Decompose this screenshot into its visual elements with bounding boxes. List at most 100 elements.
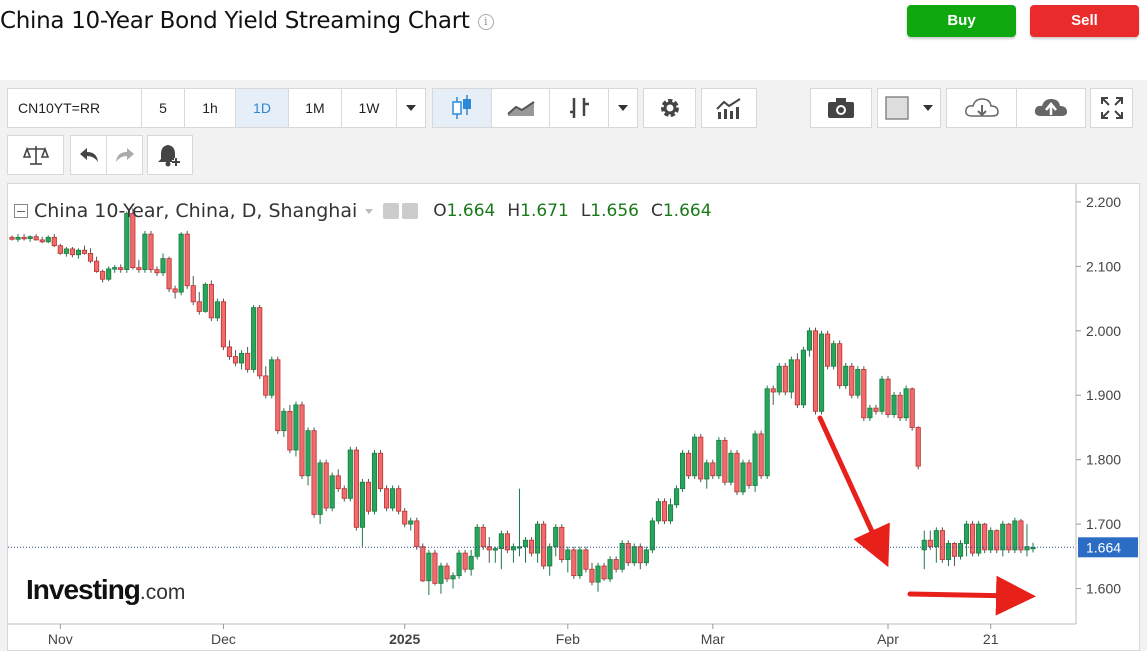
candle-body: [849, 365, 855, 396]
x-tick-label: Mar: [701, 631, 725, 647]
candle: [643, 546, 649, 566]
info-icon[interactable]: i: [477, 14, 494, 30]
color-button[interactable]: [877, 88, 941, 128]
scale-icon: [22, 146, 49, 165]
price-chart[interactable]: 1.664 2.200 2.100 2.000 1.900 1.800 1.700 1.60…: [8, 184, 1139, 650]
candle: [583, 546, 589, 573]
candle-body: [486, 546, 492, 551]
candle: [837, 340, 843, 389]
indicators-button[interactable]: [701, 88, 757, 128]
chart-type-dropdown[interactable]: [608, 88, 638, 128]
candle-body: [214, 301, 220, 319]
chevron-down-icon: [923, 105, 933, 111]
candle-body: [885, 378, 891, 415]
candle-body: [655, 501, 662, 522]
candle-body: [420, 546, 426, 582]
candle-body: [69, 248, 75, 256]
candle: [408, 517, 414, 531]
candle: [106, 266, 112, 282]
interval-1m[interactable]: 1M: [288, 88, 342, 128]
sell-button[interactable]: Sell: [1030, 5, 1139, 37]
candle-body: [631, 546, 637, 564]
candle: [957, 540, 964, 560]
interval-1h[interactable]: 1h: [184, 88, 236, 128]
candle: [788, 356, 794, 399]
candle: [335, 469, 341, 492]
candle: [661, 498, 668, 525]
candle: [873, 404, 879, 415]
y-axis: 2.200 2.100 2.000 1.900 1.800 1.700 1.600: [1075, 184, 1121, 624]
cloud-download-icon: [964, 98, 999, 117]
candle-body: [547, 546, 553, 567]
high-value: 1.671: [520, 201, 569, 221]
candle: [825, 330, 831, 370]
candle-body: [220, 301, 227, 348]
candle: [722, 437, 728, 486]
candle-body: [915, 427, 921, 467]
download-button[interactable]: [946, 88, 1017, 128]
alert-button[interactable]: [147, 135, 193, 175]
candle: [667, 498, 674, 525]
symbol-field[interactable]: CN10YT=RR: [7, 88, 142, 128]
interval-1w[interactable]: 1W: [341, 88, 397, 128]
snapshot-button[interactable]: [810, 88, 872, 128]
candle-body: [825, 333, 831, 367]
candle-body: [232, 356, 239, 364]
candle-body: [456, 552, 462, 577]
candlestick-button[interactable]: [432, 88, 492, 128]
interval-5[interactable]: 5: [141, 88, 185, 128]
candle: [202, 282, 208, 313]
x-tick-label: Dec: [211, 631, 236, 647]
candle-body: [571, 549, 577, 577]
gear-icon[interactable]: [402, 203, 419, 219]
candle: [39, 236, 45, 244]
candle-body: [528, 539, 535, 554]
upload-button[interactable]: [1016, 88, 1086, 128]
undo-button[interactable]: [70, 135, 107, 175]
candle-body: [704, 462, 710, 480]
chart-area[interactable]: 1.664 2.200 2.100 2.000 1.900 1.800 1.700 1.60…: [7, 183, 1140, 651]
candle-body: [939, 530, 945, 560]
candle-body: [897, 394, 903, 419]
candle: [347, 446, 353, 502]
candle-body: [269, 359, 275, 396]
buy-button[interactable]: Buy: [907, 5, 1016, 37]
redo-button[interactable]: [106, 135, 143, 175]
candle: [541, 520, 547, 570]
candle-body: [746, 462, 752, 486]
collapse-icon[interactable]: [14, 204, 28, 218]
gear-icon: [660, 99, 679, 117]
scale-button[interactable]: [7, 135, 64, 175]
candle: [855, 366, 861, 399]
candle-body: [583, 549, 589, 570]
y-tick-label: 1.700: [1086, 516, 1121, 532]
candle-body: [565, 549, 571, 560]
candle-body: [492, 548, 498, 551]
settings-button[interactable]: [643, 88, 696, 128]
candle: [462, 549, 468, 573]
caret-down-icon[interactable]: [365, 208, 374, 214]
candle: [553, 524, 559, 557]
candlestick-icon: [452, 95, 471, 119]
candle-body: [208, 283, 214, 319]
candle-body: [148, 233, 154, 270]
candle-body: [112, 267, 118, 270]
candle: [377, 450, 384, 492]
candle-body: [341, 488, 347, 499]
interval-1d[interactable]: 1D: [235, 88, 289, 128]
candle: [637, 543, 643, 570]
fullscreen-button[interactable]: [1090, 88, 1133, 128]
candle: [323, 459, 329, 512]
line-chart-button[interactable]: [491, 88, 550, 128]
candle-body: [323, 462, 329, 509]
interval-dropdown[interactable]: [396, 88, 426, 128]
eye-icon[interactable]: [383, 203, 400, 219]
bar-chart-button[interactable]: [549, 88, 609, 128]
candle-body: [698, 436, 704, 480]
candle: [81, 245, 88, 255]
candle: [178, 232, 184, 296]
candle: [118, 264, 124, 273]
candle: [843, 363, 849, 389]
candle-body: [275, 359, 281, 432]
candle: [136, 259, 142, 273]
